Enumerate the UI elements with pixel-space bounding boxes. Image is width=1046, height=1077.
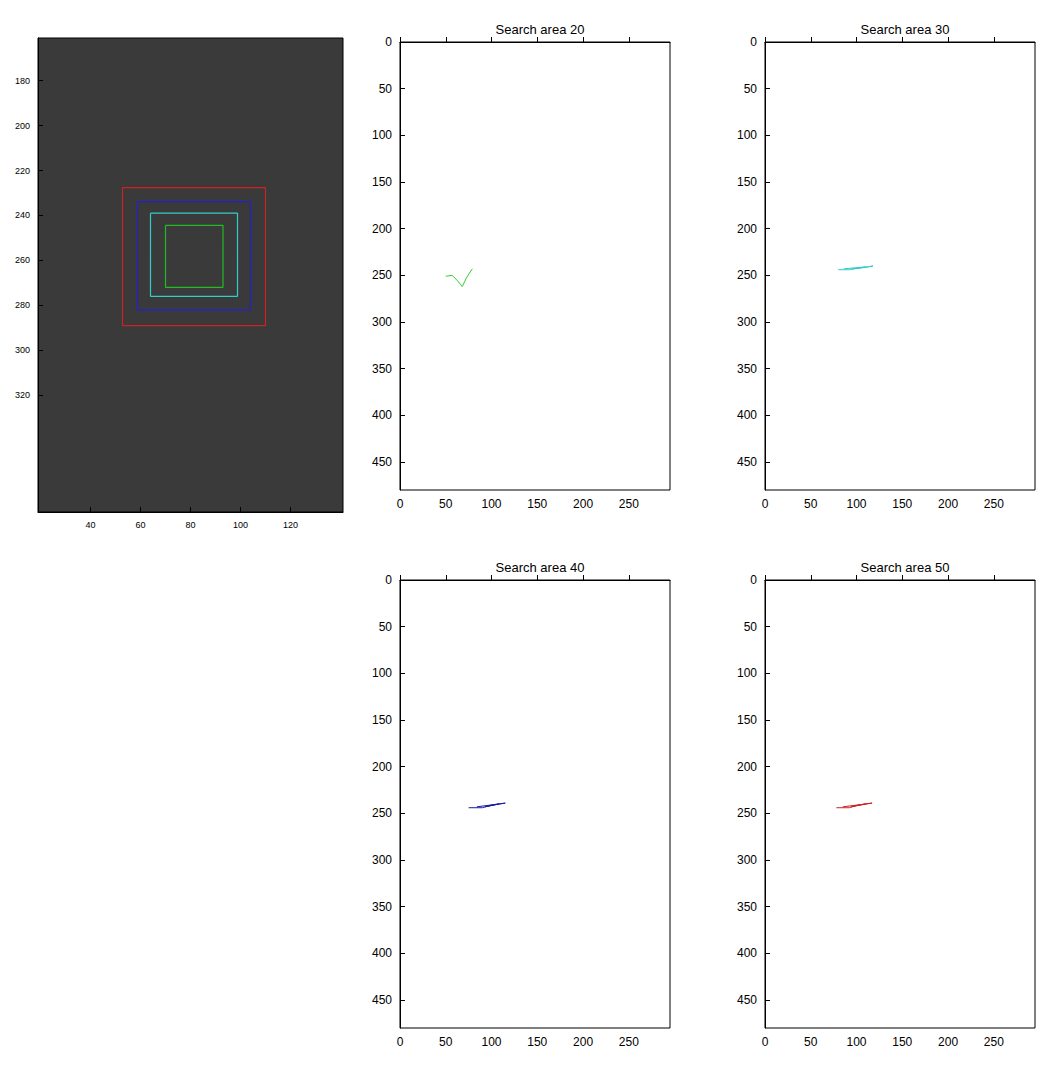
svg-text:150: 150 — [892, 497, 912, 511]
svg-text:40: 40 — [85, 520, 95, 530]
svg-text:350: 350 — [372, 362, 392, 376]
svg-text:400: 400 — [372, 946, 392, 960]
svg-text:50: 50 — [379, 82, 393, 96]
svg-text:280: 280 — [15, 300, 30, 310]
svg-text:50: 50 — [744, 82, 758, 96]
svg-text:0: 0 — [397, 1035, 404, 1049]
svg-text:250: 250 — [984, 497, 1004, 511]
svg-text:150: 150 — [372, 713, 392, 727]
svg-text:50: 50 — [379, 620, 393, 634]
svg-text:250: 250 — [619, 497, 639, 511]
svg-text:50: 50 — [439, 497, 453, 511]
svg-text:260: 260 — [15, 255, 30, 265]
svg-text:50: 50 — [744, 620, 758, 634]
svg-text:50: 50 — [804, 1035, 818, 1049]
svg-text:200: 200 — [372, 760, 392, 774]
svg-text:450: 450 — [372, 455, 392, 469]
svg-text:150: 150 — [892, 1035, 912, 1049]
svg-text:100: 100 — [737, 666, 757, 680]
svg-text:300: 300 — [737, 315, 757, 329]
svg-text:0: 0 — [385, 35, 392, 49]
svg-text:200: 200 — [938, 1035, 958, 1049]
svg-text:300: 300 — [737, 853, 757, 867]
svg-text:100: 100 — [372, 666, 392, 680]
svg-text:300: 300 — [15, 345, 30, 355]
svg-text:350: 350 — [737, 362, 757, 376]
svg-text:Search area 20: Search area 20 — [496, 22, 585, 37]
svg-text:100: 100 — [372, 128, 392, 142]
svg-text:0: 0 — [397, 497, 404, 511]
svg-text:Search area 40: Search area 40 — [496, 560, 585, 575]
svg-text:300: 300 — [372, 853, 392, 867]
svg-text:150: 150 — [737, 713, 757, 727]
svg-text:200: 200 — [573, 1035, 593, 1049]
svg-text:100: 100 — [737, 128, 757, 142]
svg-text:250: 250 — [372, 806, 392, 820]
svg-text:400: 400 — [372, 408, 392, 422]
svg-text:120: 120 — [283, 520, 298, 530]
svg-text:250: 250 — [984, 1035, 1004, 1049]
svg-text:0: 0 — [750, 573, 757, 587]
svg-text:250: 250 — [372, 268, 392, 282]
svg-text:350: 350 — [737, 900, 757, 914]
svg-text:200: 200 — [15, 121, 30, 131]
svg-text:Search area 30: Search area 30 — [861, 22, 950, 37]
svg-text:450: 450 — [737, 993, 757, 1007]
svg-text:150: 150 — [737, 175, 757, 189]
svg-text:80: 80 — [185, 520, 195, 530]
svg-text:250: 250 — [737, 268, 757, 282]
svg-text:180: 180 — [15, 76, 30, 86]
svg-text:50: 50 — [804, 497, 818, 511]
svg-text:150: 150 — [372, 175, 392, 189]
svg-text:250: 250 — [737, 806, 757, 820]
svg-text:250: 250 — [619, 1035, 639, 1049]
svg-text:240: 240 — [15, 210, 30, 220]
svg-text:200: 200 — [938, 497, 958, 511]
svg-text:100: 100 — [847, 1035, 867, 1049]
svg-text:450: 450 — [372, 993, 392, 1007]
svg-text:100: 100 — [482, 497, 502, 511]
svg-text:0: 0 — [762, 1035, 769, 1049]
svg-text:100: 100 — [482, 1035, 502, 1049]
svg-text:Search area 50: Search area 50 — [861, 560, 950, 575]
svg-text:60: 60 — [135, 520, 145, 530]
svg-text:0: 0 — [750, 35, 757, 49]
svg-text:0: 0 — [385, 573, 392, 587]
svg-text:450: 450 — [737, 455, 757, 469]
svg-text:400: 400 — [737, 946, 757, 960]
svg-text:400: 400 — [737, 408, 757, 422]
svg-text:150: 150 — [527, 497, 547, 511]
svg-text:0: 0 — [762, 497, 769, 511]
svg-text:200: 200 — [737, 760, 757, 774]
svg-text:220: 220 — [15, 166, 30, 176]
svg-text:350: 350 — [372, 900, 392, 914]
svg-text:200: 200 — [372, 222, 392, 236]
svg-text:150: 150 — [527, 1035, 547, 1049]
svg-text:200: 200 — [737, 222, 757, 236]
svg-text:50: 50 — [439, 1035, 453, 1049]
svg-text:300: 300 — [372, 315, 392, 329]
svg-text:320: 320 — [15, 390, 30, 400]
svg-text:100: 100 — [847, 497, 867, 511]
svg-text:200: 200 — [573, 497, 593, 511]
svg-text:100: 100 — [233, 520, 248, 530]
